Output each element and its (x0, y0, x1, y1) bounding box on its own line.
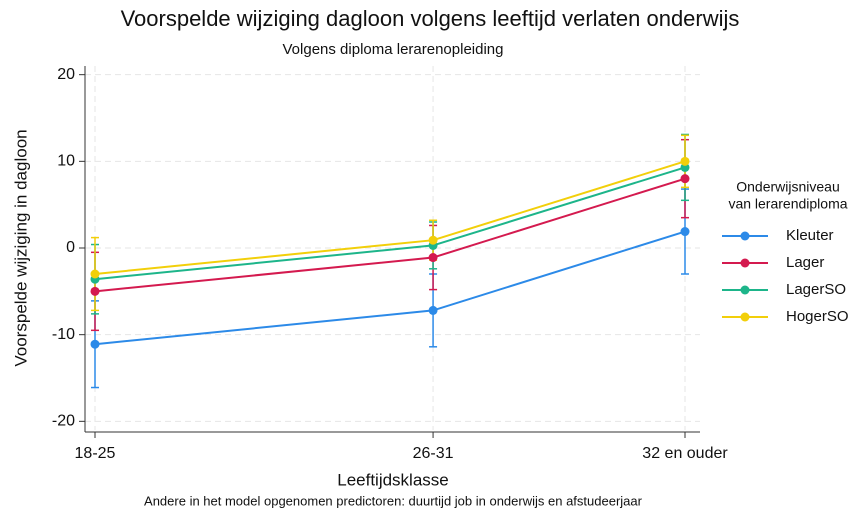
x-axis-label: Leeftijdsklasse (337, 470, 449, 489)
y-tick-label: -10 (52, 326, 75, 343)
y-tick-label: 0 (66, 239, 75, 256)
x-tick-label: 18-25 (75, 445, 116, 462)
point (428, 235, 438, 245)
legend-label: LagerSO (786, 281, 846, 298)
x-tick-label: 26-31 (413, 445, 454, 462)
legend-title: van lerarendiploma (728, 196, 847, 212)
legend-title: Onderwijsniveau (736, 179, 840, 195)
legend-label: HogerSO (786, 308, 849, 325)
legend-swatch (740, 312, 750, 322)
note: Andere in het model opgenomen predictore… (144, 493, 643, 508)
point (90, 286, 100, 296)
y-tick-label: 10 (57, 153, 75, 170)
legend-label: Kleuter (786, 227, 834, 244)
chart-subtitle: Volgens diploma lerarenopleiding (283, 41, 504, 58)
legend-label: Lager (786, 254, 824, 271)
point (428, 305, 438, 315)
legend-swatch (740, 231, 750, 241)
legend-swatch (740, 285, 750, 295)
point (90, 269, 100, 279)
y-axis-label: Voorspelde wijziging in dagloon (11, 129, 30, 366)
y-tick-label: -20 (52, 413, 75, 430)
legend-swatch (740, 258, 750, 268)
point (680, 174, 690, 184)
y-tick-label: 20 (57, 66, 75, 83)
point (680, 156, 690, 166)
chart-title: Voorspelde wijziging dagloon volgens lee… (121, 6, 740, 31)
point (680, 227, 690, 237)
point (90, 339, 100, 349)
point (428, 253, 438, 263)
x-tick-label: 32 en ouder (642, 445, 728, 462)
